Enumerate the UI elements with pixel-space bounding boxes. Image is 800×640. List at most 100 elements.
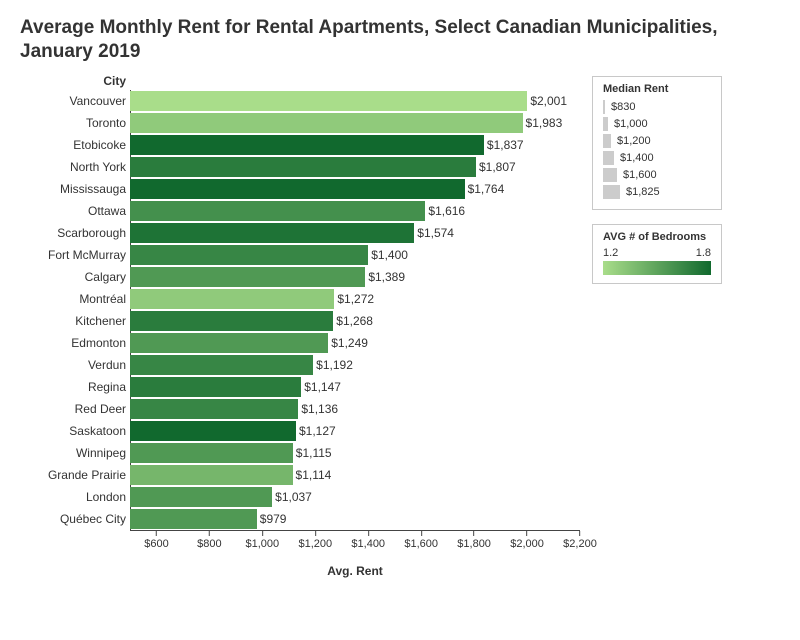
legend-size-swatch [603, 134, 611, 148]
bar-row: Montréal$1,272 [20, 288, 580, 310]
x-tick: $1,600 [404, 531, 438, 550]
legend-size-swatch [603, 117, 608, 131]
legend-size-label: $1,600 [623, 169, 657, 181]
legend-size-label: $1,200 [617, 135, 651, 147]
x-tick: $1,800 [457, 531, 491, 550]
value-label: $1,400 [368, 244, 408, 266]
city-label: Mississauga [20, 182, 130, 196]
bar-plot: $1,147 [130, 376, 580, 398]
city-label: Kitchener [20, 314, 130, 328]
bar [130, 223, 414, 243]
value-label: $1,127 [296, 420, 336, 442]
legend-size-label: $1,400 [620, 152, 654, 164]
bar-row: Québec City$979 [20, 508, 580, 530]
bar [130, 465, 293, 485]
value-label: $1,983 [523, 112, 563, 134]
legend-size-row: $1,825 [603, 184, 711, 201]
city-label: Saskatoon [20, 424, 130, 438]
legend-bedrooms: AVG # of Bedrooms 1.2 1.8 [592, 224, 722, 284]
legend-size-label: $1,000 [614, 118, 648, 130]
legend-size-row: $1,000 [603, 116, 711, 133]
bar-plot: $1,837 [130, 134, 580, 156]
bar-plot: $1,574 [130, 222, 580, 244]
value-label: $1,389 [365, 266, 405, 288]
bar-row: London $1,037 [20, 486, 580, 508]
bar [130, 267, 365, 287]
bar-plot: $1,616 [130, 200, 580, 222]
x-tick: $1,000 [246, 531, 280, 550]
legend-size-swatch [603, 185, 620, 199]
value-label: $1,574 [414, 222, 454, 244]
x-tick: $1,400 [351, 531, 385, 550]
x-tick: $600 [144, 531, 168, 550]
value-label: $1,147 [301, 376, 341, 398]
legend-gradient [603, 261, 711, 275]
value-label: $1,037 [272, 486, 312, 508]
bar-row: Etobicoke $1,837 [20, 134, 580, 156]
bar [130, 443, 293, 463]
value-label: $1,136 [298, 398, 338, 420]
value-label: $979 [257, 508, 287, 530]
value-label: $1,764 [465, 178, 505, 200]
bar [130, 421, 296, 441]
city-label: Edmonton [20, 336, 130, 350]
bar-plot: $1,115 [130, 442, 580, 464]
legend-size-row: $830 [603, 99, 711, 116]
city-label: London [20, 490, 130, 504]
city-label: Regina [20, 380, 130, 394]
bar [130, 113, 523, 133]
city-label: Toronto [20, 116, 130, 130]
y-axis-title: City [20, 74, 130, 88]
bar [130, 311, 333, 331]
legend-median-rent: Median Rent $830$1,000$1,200$1,400$1,600… [592, 76, 722, 210]
bar-row: Red Deer $1,136 [20, 398, 580, 420]
bar-row: Toronto $1,983 [20, 112, 580, 134]
city-label: Grande Prairie [20, 468, 130, 482]
city-label: Ottawa [20, 204, 130, 218]
bar-row: Winnipeg $1,115 [20, 442, 580, 464]
city-label: Fort McMurray [20, 248, 130, 262]
bar [130, 201, 425, 221]
value-label: $1,115 [293, 442, 332, 464]
bar-plot: $1,037 [130, 486, 580, 508]
bar-plot: $1,983 [130, 112, 580, 134]
bar [130, 509, 257, 529]
bar-plot: $1,272 [130, 288, 580, 310]
bar [130, 135, 484, 155]
value-label: $1,616 [425, 200, 465, 222]
bar-plot: $1,389 [130, 266, 580, 288]
bar-plot: $1,127 [130, 420, 580, 442]
bar [130, 289, 334, 309]
value-label: $1,268 [333, 310, 373, 332]
city-label: Etobicoke [20, 138, 130, 152]
x-tick: $1,200 [298, 531, 332, 550]
legend-size-label: $1,825 [626, 186, 660, 198]
x-tick: $800 [197, 531, 221, 550]
bar [130, 487, 272, 507]
chart-title: Average Monthly Rent for Rental Apartmen… [20, 16, 780, 64]
bar-plot: $1,268 [130, 310, 580, 332]
value-label: $1,114 [293, 464, 332, 486]
bar [130, 377, 301, 397]
bar [130, 333, 328, 353]
bar-plot: $1,192 [130, 354, 580, 376]
bar-row: Scarborough $1,574 [20, 222, 580, 244]
value-label: $1,249 [328, 332, 368, 354]
city-label: Scarborough [20, 226, 130, 240]
bar-plot: $979 [130, 508, 580, 530]
legends: Median Rent $830$1,000$1,200$1,400$1,600… [592, 76, 722, 284]
legend-color-min: 1.2 [603, 247, 618, 259]
bar-row: Mississauga $1,764 [20, 178, 580, 200]
legend-color-max: 1.8 [696, 247, 711, 259]
value-label: $1,837 [484, 134, 524, 156]
bar [130, 245, 368, 265]
bar-row: North York$1,807 [20, 156, 580, 178]
legend-size-swatch [603, 100, 605, 114]
legend-color-title: AVG # of Bedrooms [603, 231, 711, 243]
city-label: Winnipeg [20, 446, 130, 460]
city-label: Montréal [20, 292, 130, 306]
city-label: Red Deer [20, 402, 130, 416]
chart-area: City Vancouver$2,001Toronto$1,983Etobico… [20, 72, 580, 578]
city-label: Calgary [20, 270, 130, 284]
bar-row: Regina $1,147 [20, 376, 580, 398]
